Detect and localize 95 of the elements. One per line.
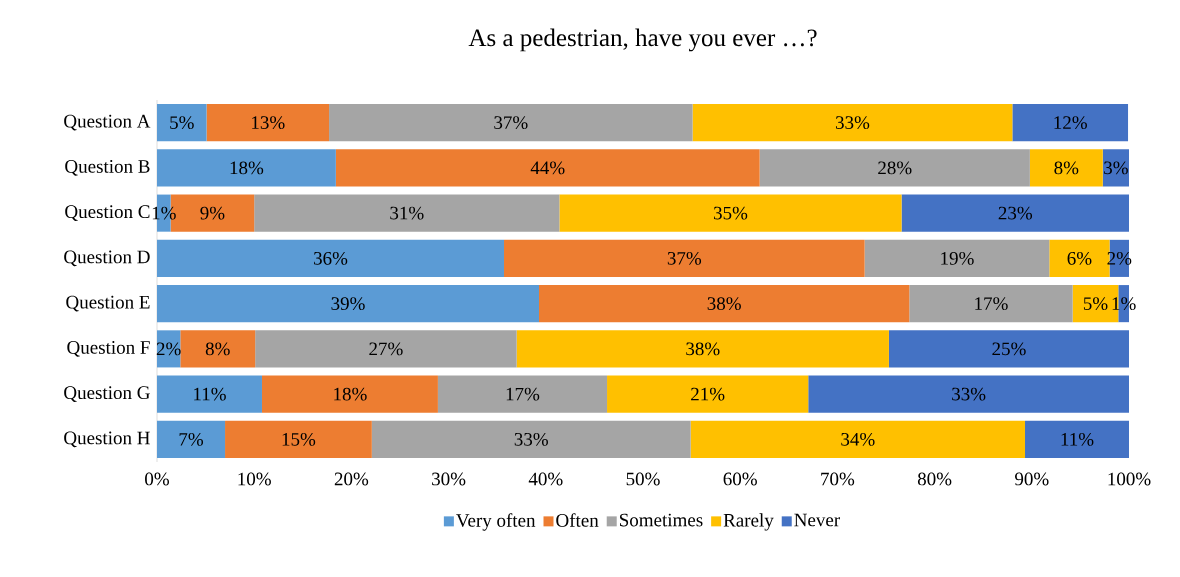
data-label: 19% xyxy=(941,251,974,265)
data-label: 38% xyxy=(707,297,741,311)
y-tick-label: Question D xyxy=(64,250,150,267)
data-label: 8% xyxy=(1054,161,1079,175)
data-label: 44% xyxy=(530,161,565,175)
bar xyxy=(157,375,262,413)
data-label: 5% xyxy=(1083,297,1108,311)
data-label: 12% xyxy=(1054,116,1087,130)
data-label: 33% xyxy=(514,432,548,446)
bar xyxy=(157,420,226,458)
data-label: 11% xyxy=(194,387,226,401)
y-tick-label: Question C xyxy=(65,205,150,221)
data-label: 8% xyxy=(205,342,230,356)
bar xyxy=(539,285,910,323)
data-label: 3% xyxy=(1104,161,1128,175)
x-tick-label: 70% xyxy=(821,472,855,486)
legend-label: Rarely xyxy=(723,513,774,531)
data-label: 1% xyxy=(1112,297,1136,311)
bar xyxy=(254,194,560,232)
y-tick-label: Question B xyxy=(65,160,150,176)
bar xyxy=(1025,420,1130,458)
x-tick-label: 10% xyxy=(238,472,271,486)
x-tick-label: 0% xyxy=(145,472,170,486)
bar xyxy=(504,239,865,277)
data-label: 18% xyxy=(334,387,367,401)
bar xyxy=(690,420,1026,458)
legend-label: Sometimes xyxy=(619,513,703,527)
x-tick-label: 90% xyxy=(1015,472,1049,486)
legend-label: Often xyxy=(556,513,599,527)
bar xyxy=(437,375,608,413)
bar xyxy=(516,330,889,368)
x-tick-label: 40% xyxy=(528,472,563,486)
data-label: 21% xyxy=(691,387,725,401)
data-label: 23% xyxy=(998,206,1033,220)
bar xyxy=(206,104,330,142)
bar xyxy=(261,375,438,413)
data-label: 6% xyxy=(1067,251,1092,265)
bar xyxy=(692,104,1013,142)
y-tick-label: Question G xyxy=(64,386,150,402)
bar xyxy=(909,285,1073,323)
data-label: 38% xyxy=(686,342,720,356)
legend-label: Very often xyxy=(456,513,536,531)
bar xyxy=(607,375,809,413)
data-label: 15% xyxy=(282,432,316,446)
bar xyxy=(808,375,1130,413)
bar xyxy=(329,104,693,142)
bar xyxy=(1102,149,1130,187)
data-label: 31% xyxy=(390,206,424,220)
data-label: 34% xyxy=(841,432,875,446)
bar xyxy=(559,194,902,232)
bar xyxy=(255,330,517,368)
bar xyxy=(864,239,1050,277)
data-label: 25% xyxy=(992,342,1026,356)
data-label: 17% xyxy=(975,297,1008,311)
data-label: 37% xyxy=(494,116,528,130)
chart-title: As a pedestrian, have you ever …? xyxy=(468,28,817,52)
y-tick-label: Question H xyxy=(64,431,150,448)
data-label: 9% xyxy=(200,206,225,220)
bar xyxy=(888,330,1130,368)
x-tick-label: 60% xyxy=(723,472,757,486)
x-tick-label: 80% xyxy=(917,472,952,486)
x-tick-label: 100% xyxy=(1108,472,1151,486)
bar xyxy=(1012,104,1129,142)
data-label: 35% xyxy=(713,206,748,220)
data-label: 28% xyxy=(878,161,912,175)
legend-label: Never xyxy=(794,513,840,527)
y-tick-label: Question F xyxy=(67,341,150,357)
y-tick-label: Question E xyxy=(66,295,150,312)
data-label: 33% xyxy=(952,387,986,401)
data-label: 33% xyxy=(835,116,870,130)
x-tick-label: 50% xyxy=(626,472,660,486)
x-tick-label: 20% xyxy=(334,472,369,486)
data-label: 17% xyxy=(506,387,540,401)
data-label: 7% xyxy=(179,432,204,446)
bar xyxy=(335,149,760,187)
data-label: 37% xyxy=(667,251,702,265)
data-label: 39% xyxy=(331,297,365,311)
bar xyxy=(371,420,691,458)
bar xyxy=(225,420,372,458)
data-label: 13% xyxy=(252,116,285,130)
bar xyxy=(157,285,539,323)
bar xyxy=(759,149,1030,187)
bar xyxy=(157,104,207,142)
bar xyxy=(1029,149,1103,187)
bar xyxy=(901,194,1130,232)
data-label: 11% xyxy=(1061,432,1094,446)
x-tick-label: 30% xyxy=(432,472,466,486)
data-label: 18% xyxy=(230,161,264,175)
y-tick-label: Question A xyxy=(64,114,151,131)
bar xyxy=(180,330,256,368)
bar xyxy=(157,239,505,277)
data-label: 5% xyxy=(170,116,194,130)
data-label: 36% xyxy=(314,251,348,265)
data-label: 27% xyxy=(369,342,403,356)
bar xyxy=(157,149,336,187)
